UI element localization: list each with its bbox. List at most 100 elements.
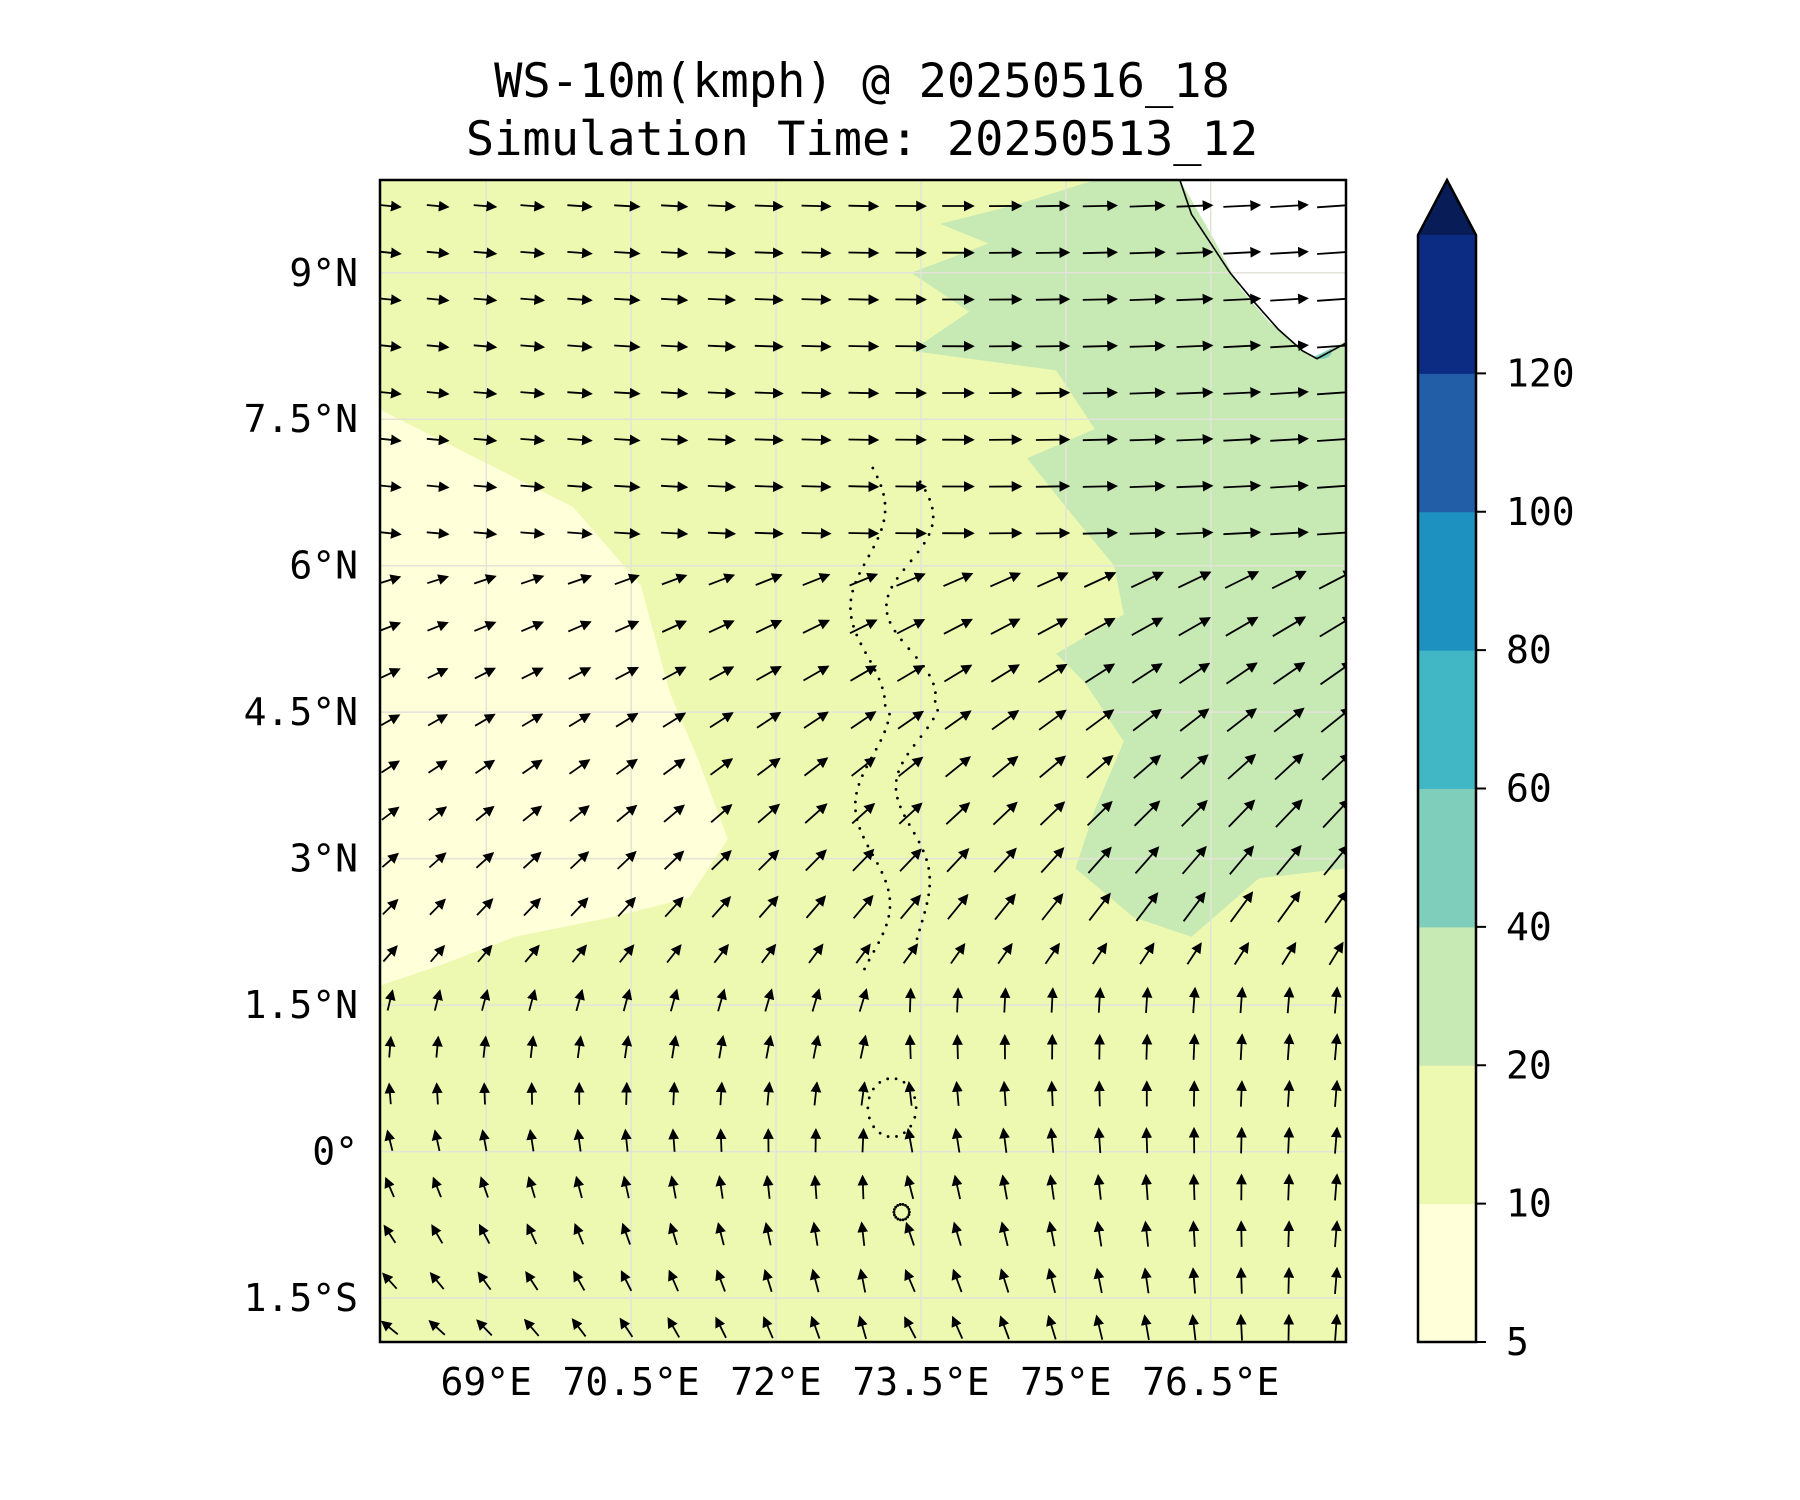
wind-arrow xyxy=(1228,799,1256,828)
island-dot xyxy=(886,888,890,892)
wind-arrow xyxy=(848,527,880,539)
wind-arrow xyxy=(619,1317,634,1338)
wind-arrow xyxy=(567,620,592,633)
wind-arrow xyxy=(762,1174,774,1199)
island-dot xyxy=(896,1217,900,1221)
wind-arrow xyxy=(473,528,498,539)
wind-arrow xyxy=(801,434,832,446)
wind-arrow xyxy=(902,943,919,964)
wind-arrow xyxy=(993,847,1017,873)
wind-arrow xyxy=(1229,891,1254,923)
wind-arrow xyxy=(1283,986,1295,1014)
wind-arrow xyxy=(527,988,538,1012)
island-dot xyxy=(862,835,865,839)
wind-arrow xyxy=(382,945,398,963)
colorbar-tick-label: 80 xyxy=(1506,628,1552,672)
wind-arrow xyxy=(573,1223,585,1245)
island-dot xyxy=(893,629,897,633)
island-dot xyxy=(927,673,931,677)
island-dot xyxy=(928,884,932,888)
wind-arrow xyxy=(1224,571,1260,589)
wind-arrow xyxy=(763,988,775,1012)
island-dot xyxy=(906,1205,909,1209)
wind-arrow xyxy=(713,943,729,964)
wind-arrow xyxy=(1272,616,1307,637)
wind-arrow xyxy=(475,805,495,822)
wind-arrow xyxy=(754,200,784,212)
island-dot xyxy=(875,475,879,479)
island-dot xyxy=(926,726,929,730)
island-dot xyxy=(907,647,911,651)
wind-arrow xyxy=(567,528,593,539)
wind-arrow xyxy=(754,294,784,306)
wind-arrow xyxy=(1093,1220,1105,1247)
wind-arrow xyxy=(1085,709,1115,731)
island-dot xyxy=(887,914,891,918)
wind-arrow xyxy=(1270,246,1309,258)
wind-arrow xyxy=(1093,1127,1105,1154)
wind-arrow xyxy=(426,341,450,352)
wind-arrow xyxy=(479,1129,490,1152)
wind-arrow xyxy=(1092,942,1108,965)
wind-arrow xyxy=(896,619,926,635)
map-panel xyxy=(378,178,1348,1344)
wind-arrow xyxy=(1037,572,1069,588)
wind-arrow xyxy=(1129,200,1166,212)
wind-arrow xyxy=(899,848,922,872)
island-dot xyxy=(932,682,935,686)
y-axis-ticks: 1.5°S 0° 1.5°N 3°N 4.5°N 6°N 7.5°N 9°N xyxy=(244,251,358,1320)
chart-title-line2: Simulation Time: 20250513_12 xyxy=(466,112,1258,167)
island-dot xyxy=(930,524,934,528)
wind-arrow xyxy=(668,1222,679,1246)
wind-arrow xyxy=(1177,571,1212,589)
wind-arrow xyxy=(852,848,875,872)
wind-arrow xyxy=(763,1034,775,1059)
wind-arrow xyxy=(381,760,401,774)
island-dot xyxy=(922,541,926,545)
wind-arrow xyxy=(857,1315,868,1340)
wind-arrow xyxy=(1132,708,1162,732)
island-dot xyxy=(866,844,870,848)
wind-arrow xyxy=(1087,846,1112,874)
wind-arrow xyxy=(473,200,498,212)
wind-arrow xyxy=(1141,1173,1152,1200)
wind-arrow xyxy=(943,618,973,635)
wind-arrow xyxy=(1223,387,1262,398)
wind-arrow xyxy=(473,247,498,259)
wind-arrow xyxy=(522,805,543,822)
wind-arrow xyxy=(994,893,1016,921)
wind-arrow xyxy=(1226,708,1258,733)
wind-arrow xyxy=(477,944,493,963)
island-dot xyxy=(880,686,884,690)
wind-arrow xyxy=(474,667,497,680)
wind-arrow xyxy=(426,528,450,539)
wind-arrow xyxy=(1181,799,1208,827)
wind-arrow xyxy=(754,247,784,259)
island-dot xyxy=(931,515,935,519)
wind-arrow xyxy=(1046,1221,1057,1247)
wind-arrow xyxy=(1035,387,1071,399)
wind-arrow xyxy=(620,1270,633,1292)
wind-arrow xyxy=(1328,941,1344,966)
wind-arrow xyxy=(1176,340,1214,352)
wind-arrow xyxy=(898,756,924,778)
wind-arrow xyxy=(998,1268,1010,1293)
wind-arrow xyxy=(896,572,926,587)
island-dot xyxy=(914,1106,918,1110)
wind-arrow xyxy=(614,387,641,399)
wind-arrow xyxy=(857,1174,869,1200)
wind-arrow xyxy=(620,1175,632,1199)
island-dot xyxy=(874,747,878,751)
wind-arrow xyxy=(1133,800,1161,827)
wind-arrow xyxy=(850,665,878,682)
wind-arrow xyxy=(426,200,450,212)
wind-arrow xyxy=(1330,1220,1342,1248)
colorbar-tick-label: 20 xyxy=(1506,1043,1552,1087)
wind-arrow xyxy=(520,574,545,585)
wind-arrow xyxy=(568,667,592,680)
wind-arrow xyxy=(1323,844,1346,876)
wind-arrow xyxy=(1283,1126,1295,1154)
wind-arrow xyxy=(755,619,783,634)
wind-arrow xyxy=(804,803,828,824)
wind-arrow xyxy=(1084,663,1116,684)
